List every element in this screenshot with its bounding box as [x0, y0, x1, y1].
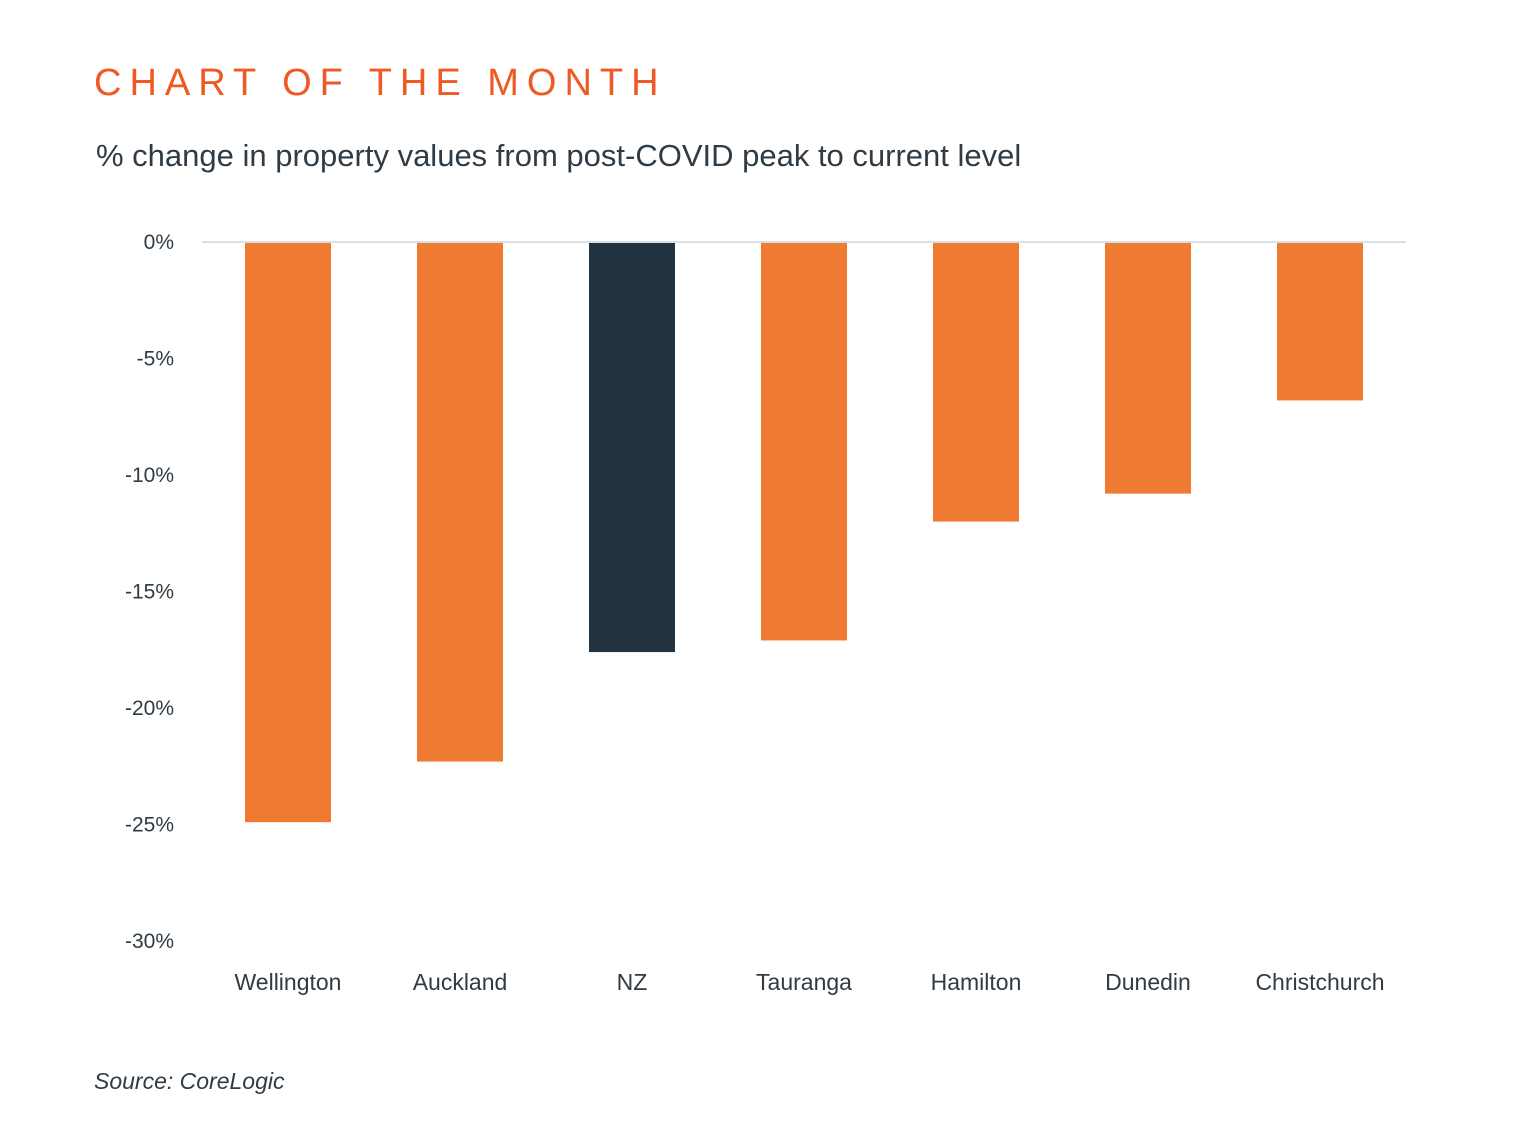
bar-hamilton: [933, 242, 1019, 522]
bar-tauranga: [761, 242, 847, 641]
chart-kicker-title: CHART OF THE MONTH: [94, 62, 667, 104]
x-category-label: NZ: [617, 969, 648, 995]
x-category-label: Wellington: [235, 969, 342, 995]
y-tick-label: 0%: [144, 231, 174, 254]
y-tick-label: -25%: [125, 814, 174, 837]
chart-subtitle: % change in property values from post-CO…: [96, 138, 1022, 173]
bar-auckland: [417, 242, 503, 762]
y-tick-label: -5%: [137, 348, 174, 371]
bar-nz: [589, 242, 675, 653]
bar-christchurch: [1277, 242, 1363, 401]
bar-dunedin: [1105, 242, 1191, 494]
axis-layer: 0% -5% -10% -15% -20% -25% -30% Wellington Auckl…: [125, 231, 1406, 995]
x-category-label: Christchurch: [1255, 969, 1384, 995]
bars-layer: [245, 242, 1363, 823]
x-category-label: Tauranga: [756, 969, 852, 995]
x-category-label: Hamilton: [931, 969, 1022, 995]
bar-wellington: [245, 242, 331, 823]
x-category-label: Auckland: [413, 969, 508, 995]
y-tick-label: -20%: [125, 697, 174, 720]
y-tick-label: -30%: [125, 930, 174, 953]
source-note: Source: CoreLogic: [94, 1068, 285, 1094]
x-category-label: Dunedin: [1105, 969, 1191, 995]
y-tick-label: -10%: [125, 464, 174, 487]
y-tick-label: -15%: [125, 581, 174, 604]
